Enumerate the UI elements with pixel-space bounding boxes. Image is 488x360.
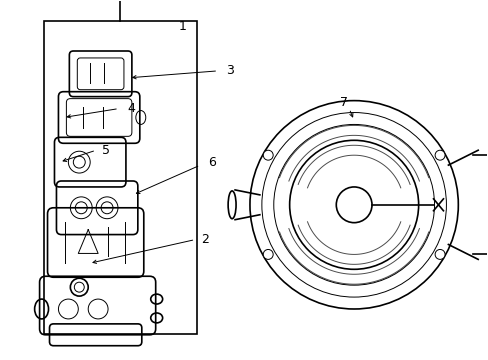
Circle shape (434, 150, 444, 160)
Circle shape (263, 249, 273, 260)
Text: 1: 1 (178, 20, 186, 33)
Text: 7: 7 (340, 96, 347, 109)
Text: 3: 3 (226, 64, 234, 77)
Text: 6: 6 (208, 156, 216, 168)
Text: 2: 2 (201, 233, 209, 246)
Circle shape (434, 249, 444, 260)
Bar (43, 21, 197, 334)
Text: 5: 5 (102, 144, 110, 157)
Circle shape (263, 150, 273, 160)
Text: 4: 4 (127, 102, 135, 115)
